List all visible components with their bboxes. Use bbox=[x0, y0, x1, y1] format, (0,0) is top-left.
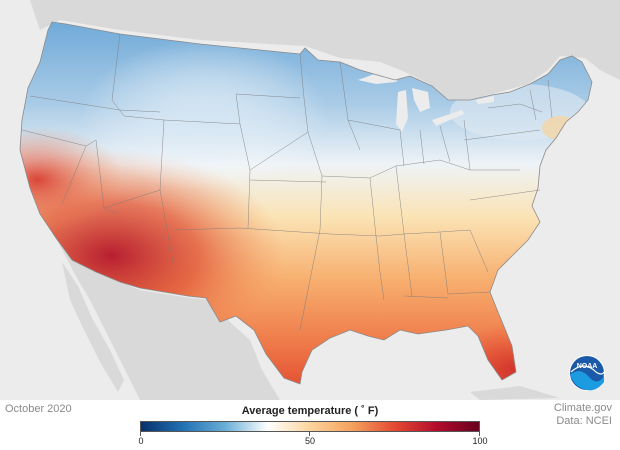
state-borders bbox=[21, 33, 553, 331]
legend-color-bar bbox=[140, 421, 480, 432]
credit-source: Climate.gov bbox=[553, 402, 612, 414]
legend-label-mid: 50 bbox=[304, 436, 315, 446]
credit: Climate.gov Data: NCEI bbox=[554, 402, 612, 428]
legend-tick-min bbox=[140, 432, 141, 436]
legend-title: Average temperature ( ˚ F) bbox=[241, 405, 379, 417]
noaa-logo-icon: NOAA bbox=[569, 355, 605, 391]
lake-superior bbox=[358, 72, 402, 84]
canada-landmass bbox=[0, 0, 620, 100]
legend-label-max: 100 bbox=[472, 436, 488, 446]
noaa-logo-text: NOAA bbox=[577, 363, 598, 370]
baja-california bbox=[62, 262, 124, 392]
legend-tick-max bbox=[479, 432, 480, 436]
lake-huron bbox=[412, 88, 430, 112]
mexico-landmass bbox=[56, 238, 280, 400]
credit-data: Data: NCEI bbox=[556, 415, 612, 427]
lake-ontario bbox=[476, 96, 494, 104]
lake-erie bbox=[432, 110, 464, 126]
caribbean-landmass bbox=[470, 386, 560, 400]
legend-tick-mid bbox=[309, 432, 310, 436]
temperature-map: NOAA bbox=[0, 0, 620, 400]
footer: October 2020 Average temperature ( ˚ F) … bbox=[0, 400, 620, 450]
lake-michigan bbox=[396, 90, 408, 132]
legend-label-min: 0 bbox=[138, 436, 144, 446]
date-label: October 2020 bbox=[5, 403, 72, 415]
